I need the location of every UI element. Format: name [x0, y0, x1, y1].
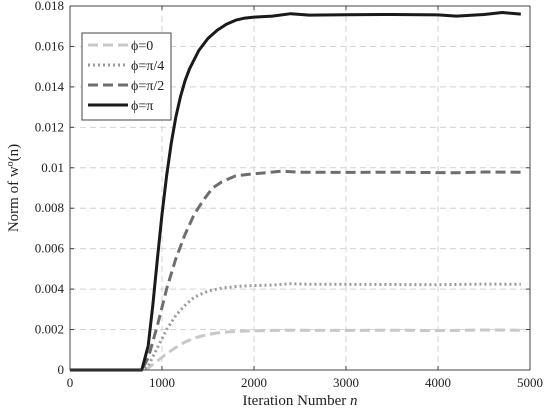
series-lines — [70, 11, 521, 372]
legend-label-1: ϕ=π/4 — [131, 59, 164, 74]
y-tick-label: 0.01 — [41, 160, 64, 175]
x-axis-label: Iteration Number n — [243, 393, 358, 409]
y-tick-label: 0.012 — [35, 119, 64, 134]
legend-label-0: ϕ=0 — [131, 39, 153, 54]
series-line-2 — [70, 169, 521, 372]
series-line-1 — [70, 282, 521, 372]
x-tick-label: 2000 — [241, 375, 267, 390]
y-tick-label: 0.002 — [35, 322, 64, 337]
y-tick-label: 0.014 — [35, 79, 65, 94]
axis-ticks: 0 1000 2000 3000 4000 5000 0 0.002 0.004 0.006 0.0… — [35, 0, 543, 390]
series-line-3 — [70, 11, 521, 372]
series-line-0 — [70, 328, 521, 372]
x-tick-label: 3000 — [333, 375, 359, 390]
legend: ϕ=0 ϕ=π/4 ϕ=π/2 ϕ=π — [81, 32, 172, 121]
x-tick-label: 0 — [67, 375, 74, 390]
y-tick-label: 0.006 — [35, 241, 65, 256]
legend-label-3: ϕ=π — [131, 99, 153, 114]
legend-label-2: ϕ=π/2 — [131, 79, 164, 94]
y-tick-label: 0.018 — [35, 0, 64, 13]
y-tick-label: 0.008 — [35, 200, 64, 215]
x-tick-label: 5000 — [517, 375, 543, 390]
x-tick-label: 4000 — [425, 375, 451, 390]
plot-frame — [69, 5, 531, 371]
y-tick-label: 0.016 — [35, 38, 65, 53]
x-tick-label: 1000 — [149, 375, 175, 390]
x-axis-label-var: n — [350, 393, 358, 409]
y-tick-label: 0.004 — [35, 281, 65, 296]
y-tick-label: 0 — [58, 362, 65, 377]
y-axis-label: Norm of wo(n) — [5, 144, 23, 232]
